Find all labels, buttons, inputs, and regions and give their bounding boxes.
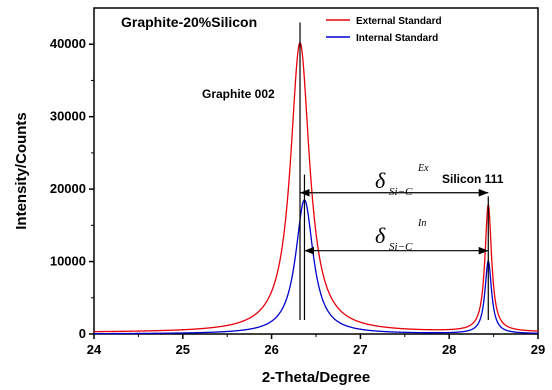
y-tick-label: 40000 <box>50 36 86 51</box>
x-tick-label: 25 <box>176 342 190 357</box>
delta-in-superscript: In <box>417 218 426 229</box>
y-tick-label: 30000 <box>50 109 86 124</box>
series-line-0 <box>94 41 539 333</box>
y-tick-label: 10000 <box>50 254 86 269</box>
delta-in-label: δ Si−C In <box>375 218 426 253</box>
legend-label-0: External Standard <box>356 16 442 27</box>
y-axis-title: Intensity/Counts <box>13 112 30 230</box>
delta-ex-subscript: Si−C <box>389 186 413 198</box>
silicon-peak-label: Silicon 111 <box>442 172 504 186</box>
annotation-layer: Graphite-20%Silicon Graphite 002 Silicon… <box>121 14 504 253</box>
x-tick-label: 26 <box>264 342 278 357</box>
delta-in-subscript: Si−C <box>389 241 413 253</box>
delta-ex-symbol: δ <box>375 168 386 193</box>
axes: 24 25 26 27 28 29 0 10000 20000 30000 40000 2-Theta… <box>13 7 545 386</box>
x-axis-title: 2-Theta/Degree <box>262 369 370 386</box>
legend: External Standard Internal Standard <box>326 16 442 44</box>
series-layer <box>94 22 539 335</box>
x-tick-label: 27 <box>353 342 367 357</box>
delta-ex-superscript: Ex <box>417 163 429 174</box>
chart-title: Graphite-20%Silicon <box>121 14 257 30</box>
x-tick-label: 24 <box>87 342 102 357</box>
series-line-1 <box>94 199 539 335</box>
legend-label-1: Internal Standard <box>356 33 438 44</box>
x-tick-label: 29 <box>531 342 545 357</box>
plot-frame <box>93 7 539 335</box>
y-tick-label: 0 <box>79 326 86 341</box>
delta-in-symbol: δ <box>375 223 386 248</box>
y-tick-label: 20000 <box>50 181 86 196</box>
delta-ex-label: δ Si−C Ex <box>375 163 429 198</box>
graphite-peak-label: Graphite 002 <box>202 87 275 101</box>
x-tick-label: 28 <box>442 342 456 357</box>
